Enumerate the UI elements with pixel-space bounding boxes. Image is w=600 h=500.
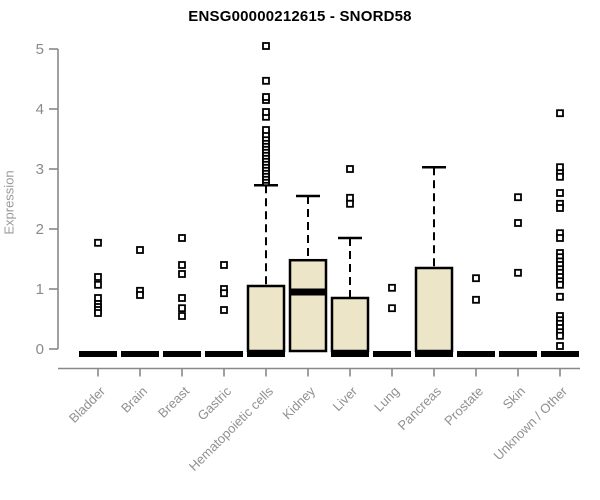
outlier-point — [262, 126, 270, 134]
outlier-point — [262, 76, 270, 85]
median-line — [290, 288, 326, 296]
x-category-label: Unknown / Other — [491, 383, 571, 463]
outlier-point — [262, 42, 270, 50]
outlier-point — [556, 109, 564, 118]
x-category-label: Gastric — [194, 383, 234, 423]
collapsed-box-bar — [121, 351, 159, 357]
x-category-label: Bladder — [66, 383, 109, 426]
outlier-point — [556, 280, 564, 289]
outlier-point — [94, 280, 102, 289]
outlier-point — [262, 108, 270, 116]
x-category-label: Lung — [371, 384, 402, 415]
y-tick-label: 0 — [36, 341, 44, 358]
x-category-label: Kidney — [279, 383, 318, 422]
outlier-point — [220, 306, 228, 314]
x-category-label: Breast — [155, 383, 192, 420]
outlier-point — [136, 246, 144, 254]
median-line — [415, 350, 453, 357]
y-tick-label: 4 — [36, 101, 44, 118]
y-tick-label: 2 — [36, 221, 44, 238]
outlier-point — [556, 234, 564, 242]
outlier-point — [178, 312, 186, 320]
outlier-point — [178, 261, 186, 269]
outlier-point — [178, 270, 186, 278]
outlier-point — [178, 234, 186, 242]
outlier-point — [472, 295, 480, 304]
box — [246, 284, 286, 353]
median-line — [331, 350, 369, 357]
collapsed-box-bar — [457, 351, 495, 357]
outlier-point — [388, 283, 396, 292]
outlier-point — [178, 304, 186, 313]
outlier-point — [220, 261, 228, 269]
outlier-point — [94, 238, 102, 247]
x-category-label: Prostate — [441, 384, 486, 429]
collapsed-box-bar — [205, 351, 243, 357]
y-tick-label: 3 — [36, 161, 44, 178]
outlier-point — [556, 342, 564, 350]
outlier-point — [556, 189, 564, 197]
box — [288, 258, 328, 353]
x-category-label: Skin — [500, 384, 528, 412]
outlier-point — [346, 165, 354, 173]
chart-title: ENSG00000212615 - SNORD58 — [188, 8, 412, 25]
x-category-label: Pancreas — [395, 383, 445, 433]
outlier-point — [556, 331, 564, 340]
outlier-point — [136, 291, 144, 299]
median-line — [247, 350, 285, 357]
collapsed-box-bar — [373, 351, 411, 357]
outlier-point — [556, 292, 564, 301]
outlier-point — [94, 309, 102, 317]
outlier-point — [220, 289, 228, 298]
x-category-label: Brain — [118, 384, 150, 416]
outlier-point — [514, 268, 522, 277]
outlier-point — [262, 93, 270, 101]
outlier-point — [94, 273, 102, 281]
outlier-point — [388, 304, 396, 313]
outlier-point — [346, 199, 354, 208]
collapsed-box-bar — [541, 351, 579, 357]
outlier-point — [514, 219, 522, 227]
outlier-point — [556, 204, 564, 212]
collapsed-box-bar — [499, 351, 537, 357]
y-tick-label: 1 — [36, 281, 44, 298]
collapsed-box-bar — [79, 351, 117, 357]
outlier-point — [178, 294, 186, 302]
outlier-point — [514, 193, 522, 202]
y-tick-label: 5 — [36, 41, 44, 58]
collapsed-box-bar — [163, 351, 201, 357]
outlier-point — [556, 172, 564, 181]
x-category-label: Liver — [330, 383, 361, 414]
outlier-point — [472, 274, 480, 283]
box — [414, 266, 454, 353]
box — [330, 296, 370, 353]
